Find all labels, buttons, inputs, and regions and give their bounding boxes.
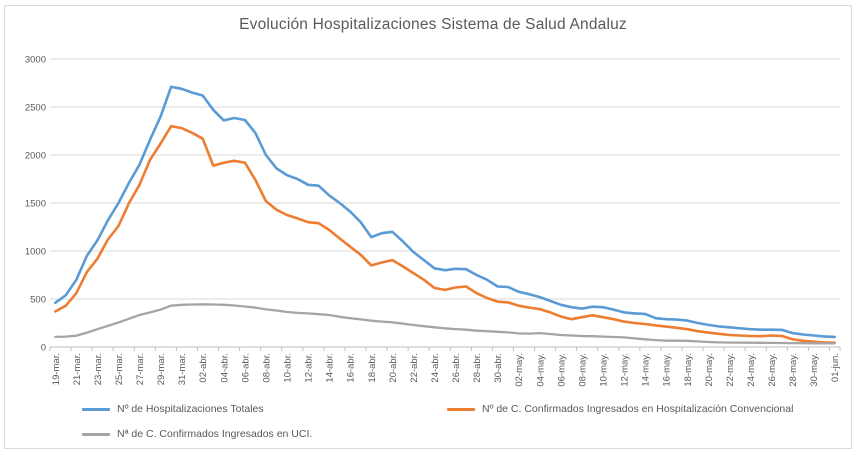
x-axis-tick-label: 21-mar. (72, 353, 83, 385)
series-line-0 (53, 85, 837, 339)
y-axis-tick-label: 1000 (25, 247, 46, 258)
legend-item-hospitalizacion-convencional: Nº de C. Confirmados Ingresados en Hospi… (447, 403, 793, 415)
x-axis-tick-label: 28-may. (788, 353, 799, 387)
x-axis-tick-label: 04-abr. (219, 353, 230, 383)
legend-swatch-gray (82, 432, 110, 436)
x-axis-tick-label: 08-may. (577, 353, 588, 387)
x-axis-tick-label: 30-may. (809, 353, 820, 387)
x-axis-tick-label: 02-abr. (198, 353, 209, 383)
chart-frame (4, 5, 852, 449)
y-axis-tick-label: 500 (30, 295, 46, 306)
chart-title: Evolución Hospitalizaciones Sistema de S… (239, 16, 627, 33)
legend-item-hospitalizaciones-totales: Nº de Hospitalizaciones Totales (82, 403, 264, 415)
y-axis-tick-label: 3000 (25, 55, 46, 66)
y-axis-tick-label: 2500 (25, 103, 46, 114)
x-axis-tick-label: 18-abr. (367, 353, 378, 383)
x-axis-tick-label: 12-may. (620, 353, 631, 387)
y-axis-tick-label: 0 (41, 343, 46, 354)
x-axis-tick-label: 08-abr. (261, 353, 272, 383)
x-axis-tick-label: 24-may. (746, 353, 757, 387)
legend-label: Nº de C. Confirmados Ingresados en Hospi… (482, 403, 794, 415)
x-axis-tick-label: 27-mar. (135, 353, 146, 385)
x-axis-tick-label: 16-may. (662, 353, 673, 387)
x-axis-tick-label: 12-abr. (304, 353, 315, 383)
y-axis-tick-label: 1500 (25, 199, 46, 210)
x-axis-tick-label: 28-abr. (472, 353, 483, 383)
x-axis-tick-label: 10-abr. (283, 353, 294, 383)
x-axis-tick-label: 02-may. (514, 353, 525, 387)
x-axis-tick-label: 06-may. (556, 353, 567, 387)
x-axis-tick-label: 22-may. (725, 353, 736, 387)
x-axis-tick-label: 30-abr. (493, 353, 504, 383)
series-line-2 (54, 303, 836, 345)
x-axis-tick-label: 06-abr. (240, 353, 251, 383)
y-axis-tick-label: 2000 (25, 151, 46, 162)
x-axis-tick-label: 26-may. (767, 353, 778, 387)
x-axis-tick-label: 20-may. (704, 353, 715, 387)
x-axis-tick-label: 23-mar. (93, 353, 104, 385)
x-axis-tick-label: 29-mar. (156, 353, 167, 385)
x-axis-tick-label: 22-abr. (409, 353, 420, 383)
x-axis-tick-label: 19-mar. (51, 353, 62, 385)
x-axis-tick-label: 04-may. (535, 353, 546, 387)
legend-label: Nª de C. Confirmados Ingresados en UCI. (117, 428, 313, 440)
x-axis-tick-label: 24-abr. (430, 353, 441, 383)
x-axis-tick-label: 25-mar. (114, 353, 125, 385)
x-axis-tick-label: 16-abr. (346, 353, 357, 383)
legend-swatch-orange (447, 407, 475, 411)
x-axis-tick-label: 01-jun. (830, 353, 841, 382)
x-axis-tick-label: 14-may. (641, 353, 652, 387)
x-axis-tick-label: 31-mar. (177, 353, 188, 385)
series-line-1 (53, 124, 837, 345)
legend-item-uci: Nª de C. Confirmados Ingresados en UCI. (82, 428, 312, 440)
x-axis-tick-label: 10-may. (599, 353, 610, 387)
x-axis-tick-label: 18-may. (683, 353, 694, 387)
x-axis-tick-label: 20-abr. (388, 353, 399, 383)
legend-swatch-blue (82, 407, 110, 411)
x-axis-tick-label: 26-abr. (451, 353, 462, 383)
legend-label: Nº de Hospitalizaciones Totales (117, 403, 264, 415)
x-axis-tick-label: 14-abr. (325, 353, 336, 383)
